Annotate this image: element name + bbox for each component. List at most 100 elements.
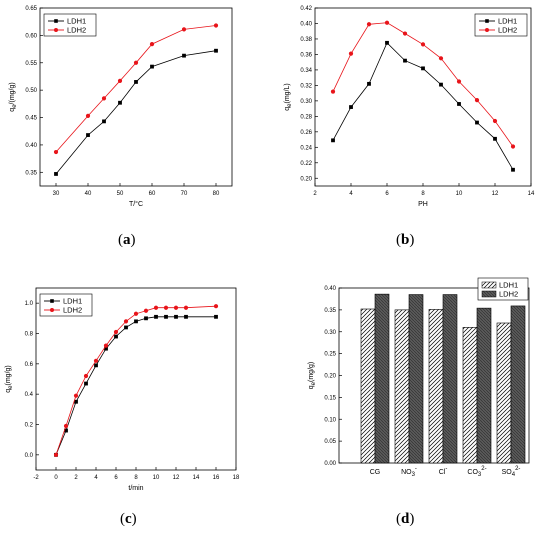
legend-marker-ldh2	[54, 28, 58, 32]
bar-ldh1	[394, 309, 410, 464]
y-tick-label: 0.8	[25, 332, 34, 338]
data-point-ldh2	[456, 79, 462, 84]
y-tick-label: 0.35	[324, 308, 336, 314]
series-line-ldh2	[55, 305, 217, 455]
legend-swatch-ldh1	[481, 281, 497, 289]
x-tick-label: 10	[456, 191, 463, 197]
data-point-ldh1	[154, 314, 158, 319]
data-point-ldh2	[73, 393, 79, 398]
y-tick-label: 0.55	[25, 61, 37, 67]
data-point-ldh1	[124, 325, 128, 330]
y-tick-label: 0.40	[324, 286, 336, 292]
data-point-ldh2	[420, 42, 426, 47]
legend-marker-ldh1	[50, 299, 54, 303]
data-point-ldh2	[474, 97, 480, 103]
data-point-ldh1	[214, 48, 218, 53]
y-tick-label: 0.32	[300, 83, 312, 89]
legend-marker-ldh1	[54, 19, 58, 23]
data-point-ldh2	[213, 304, 219, 309]
y-tick-label: 0.50	[25, 88, 37, 94]
data-point-ldh2	[183, 305, 189, 310]
series-line-ldh1	[55, 50, 217, 175]
y-tick-label: 0.30	[324, 330, 336, 336]
legend-marker-ldh1	[485, 19, 489, 23]
data-point-ldh1	[349, 105, 353, 109]
data-point-ldh2	[133, 60, 139, 65]
x-tick-label: 8	[134, 475, 138, 481]
y-tick-label: 0.35	[25, 170, 37, 176]
x-tick-label: 8	[421, 191, 425, 197]
data-point-ldh2	[510, 144, 516, 149]
x-tick-label: 50	[117, 191, 124, 197]
data-point-ldh2	[101, 96, 107, 101]
legend-label-ldh1: LDH1	[499, 281, 518, 290]
x-tick-label: 30	[53, 191, 60, 197]
data-point-ldh1	[74, 399, 78, 404]
x-category-label: NO3-	[401, 466, 417, 478]
x-tick-label: 2	[313, 191, 317, 197]
y-axis-label: qe(mg/g)	[5, 365, 14, 392]
y-tick-label: 0.40	[300, 21, 312, 27]
panel-label-c: (c)	[120, 511, 137, 527]
x-tick-label: 16	[213, 475, 220, 481]
x-tick-label: 18	[233, 475, 240, 481]
data-point-ldh2	[181, 27, 187, 32]
data-point-ldh1	[150, 64, 154, 69]
data-point-ldh2	[366, 22, 372, 27]
data-point-ldh2	[173, 305, 179, 310]
x-category-label: CG	[370, 469, 381, 476]
data-point-ldh2	[117, 78, 123, 83]
y-tick-label: 0.26	[300, 130, 312, 136]
x-category-label: SO42-	[502, 466, 521, 478]
x-axis-label: t/min	[128, 485, 143, 492]
bar-ldh2	[442, 294, 458, 464]
data-point-ldh2	[63, 423, 69, 429]
data-point-ldh2	[438, 56, 444, 61]
y-tick-label: 0.2	[25, 423, 34, 429]
x-tick-label: 2	[74, 475, 78, 481]
data-point-ldh2	[53, 149, 59, 155]
x-tick-label: 14	[193, 475, 200, 481]
y-axis-label: qe(mg/L)	[284, 83, 293, 110]
data-point-ldh1	[164, 314, 168, 319]
y-tick-label: 0.15	[324, 395, 336, 401]
data-point-ldh2	[149, 42, 155, 47]
x-tick-label: 14	[528, 191, 535, 197]
data-point-ldh1	[331, 138, 335, 143]
chart-panel-a: 0.35 0.40 0.45 0.50 0.55 0.60 0.65 30 40 50 60 70 80…	[9, 6, 233, 208]
y-tick-label: 0.4	[25, 392, 34, 398]
y-tick-label: 0.00	[324, 461, 336, 467]
data-point-ldh1	[134, 80, 138, 84]
bar-ldh2	[510, 305, 526, 464]
y-tick-label: 0.22	[300, 161, 312, 167]
data-point-ldh1	[457, 102, 461, 106]
legend-label-ldh2: LDH2	[499, 290, 518, 299]
y-tick-label: 0.20	[300, 176, 312, 182]
chart-panel-c: 0.0 0.2 0.4 0.6 0.8 1.0 -2 0 2 4 6 8 10 12 14 16 18 qe(mg…	[5, 287, 240, 492]
data-point-ldh2	[85, 113, 91, 118]
data-point-ldh2	[348, 51, 354, 56]
y-axis-label: qe/(mg/g)	[9, 82, 18, 111]
bar-ldh1	[428, 309, 444, 464]
x-tick-label: 4	[349, 191, 353, 197]
legend-label-ldh2: LDH2	[498, 26, 517, 35]
y-tick-label: 0.25	[324, 352, 336, 358]
y-tick-label: 0.60	[25, 33, 37, 39]
data-point-ldh1	[64, 428, 68, 433]
bar-ldh2	[408, 294, 424, 464]
data-point-ldh1	[84, 381, 88, 386]
data-point-ldh2	[330, 89, 336, 94]
legend-label-ldh2: LDH2	[63, 306, 82, 315]
legend-marker-ldh2	[485, 28, 489, 32]
legend-label-ldh1: LDH1	[498, 17, 517, 26]
panel-label-a: (a)	[118, 232, 136, 248]
chart-panel-d: 0.00 0.05 0.10 0.15 0.20 0.25 0.30 0.35 0.40 qe(m…	[308, 277, 530, 478]
x-tick-label: 70	[181, 191, 188, 197]
x-tick-label: -2	[33, 475, 39, 481]
y-tick-label: 0.30	[300, 99, 312, 105]
y-axis-label: qe(mg/g)	[308, 362, 317, 389]
y-tick-label: 0.24	[300, 145, 312, 151]
data-point-ldh1	[421, 66, 425, 71]
data-point-ldh1	[86, 133, 90, 137]
y-tick-label: 0.6	[25, 362, 34, 368]
